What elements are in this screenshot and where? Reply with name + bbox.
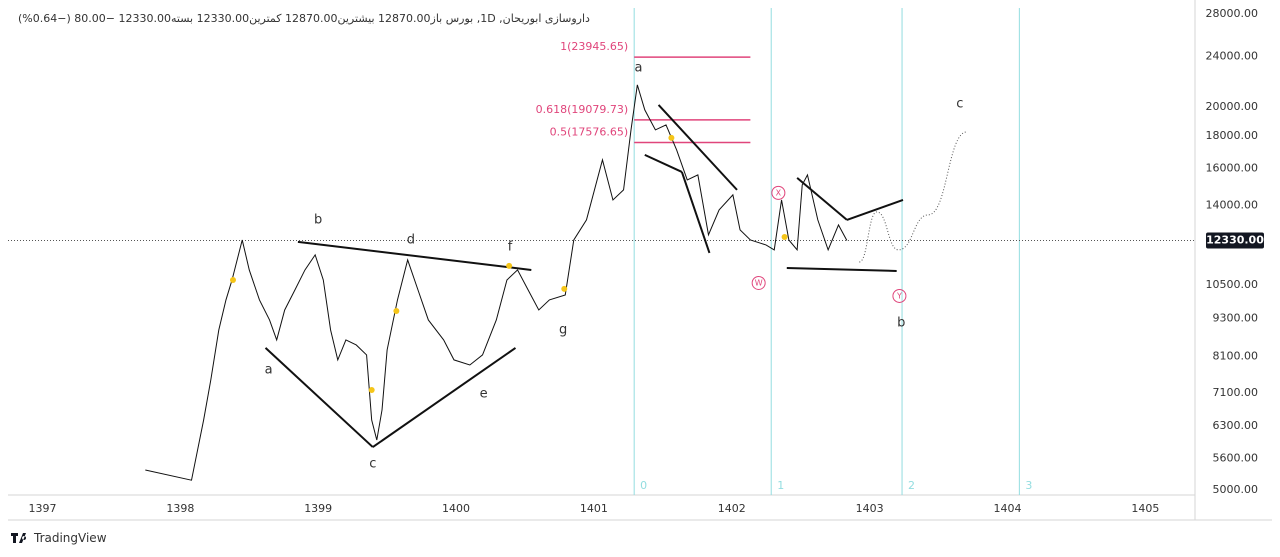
y-tick-label: 9300.00	[1213, 311, 1259, 324]
x-tick-label: 1398	[166, 502, 194, 515]
price-line	[145, 84, 848, 481]
x-tick-label: 1401	[580, 502, 608, 515]
marker	[368, 386, 375, 393]
y-tick-label: 7100.00	[1213, 386, 1259, 399]
y-tick-label: 8100.00	[1213, 350, 1259, 363]
fib-label: 0.5(17576.65)	[550, 126, 629, 139]
projection	[859, 131, 968, 263]
trendline	[297, 240, 532, 271]
annotation: c	[369, 456, 376, 471]
cycle-label: 0	[640, 479, 647, 492]
marker	[781, 233, 788, 240]
y-tick-label: 5000.00	[1213, 483, 1259, 496]
annotation: g	[559, 323, 567, 338]
header: داروسازی ابوریحان, 1D, بورس باز12870.00 …	[18, 12, 590, 25]
x-tick-label: 1403	[856, 502, 884, 515]
y-tick-label: 6300.00	[1213, 419, 1259, 432]
marker	[506, 262, 513, 269]
last-price-label: 12330.00	[1206, 234, 1264, 247]
trendline	[796, 177, 848, 221]
y-tick-label: 18000.00	[1206, 129, 1259, 142]
y-tick-label: 10500.00	[1206, 278, 1259, 291]
x-tick-label: 1399	[304, 502, 332, 515]
annotation: a	[634, 60, 642, 75]
annotation-circle	[771, 185, 786, 200]
trendline	[264, 347, 374, 448]
cycle-label: 1	[777, 479, 784, 492]
marker	[393, 307, 400, 314]
trendline	[680, 171, 711, 254]
trendline	[786, 266, 897, 272]
x-tick-label: 1405	[1131, 502, 1159, 515]
trendline	[372, 347, 517, 448]
y-tick-label: 16000.00	[1206, 162, 1259, 175]
footer: TradingView	[10, 531, 107, 545]
annotation: Y	[896, 291, 902, 300]
annotation: e	[480, 387, 488, 402]
annotation: a	[265, 362, 273, 377]
annotation: c	[956, 96, 963, 111]
x-tick-label: 1402	[718, 502, 746, 515]
annotation: W	[755, 278, 763, 287]
annotation: b	[897, 315, 905, 330]
y-tick-label: 28000.00	[1206, 7, 1259, 20]
annotation: d	[407, 232, 415, 247]
last-price-box	[1206, 232, 1264, 249]
y-tick-label: 24000.00	[1206, 49, 1259, 62]
trendline	[846, 199, 904, 221]
annotation-circle	[892, 288, 907, 303]
x-tick-label: 1397	[28, 502, 56, 515]
y-tick-label: 5600.00	[1213, 452, 1259, 465]
x-tick-label: 1404	[994, 502, 1022, 515]
fib-label: 0.618(19079.73)	[536, 103, 629, 116]
cycle-label: 3	[1025, 479, 1032, 492]
logo	[11, 533, 27, 543]
marker	[229, 276, 236, 283]
trendline	[657, 104, 738, 191]
trendline	[644, 153, 683, 173]
annotation: X	[776, 188, 782, 197]
marker	[561, 285, 568, 292]
annotation: b	[314, 212, 322, 227]
fib-label: 1(23945.65)	[560, 40, 628, 53]
brand: TradingView	[34, 531, 107, 545]
annotation: f	[508, 239, 513, 254]
x-tick-label: 1400	[442, 502, 470, 515]
annotation-circle	[751, 275, 766, 290]
cycle-label: 2	[908, 479, 915, 492]
y-tick-label: 14000.00	[1206, 198, 1259, 211]
marker	[668, 134, 675, 141]
y-tick-label: 20000.00	[1206, 100, 1259, 113]
